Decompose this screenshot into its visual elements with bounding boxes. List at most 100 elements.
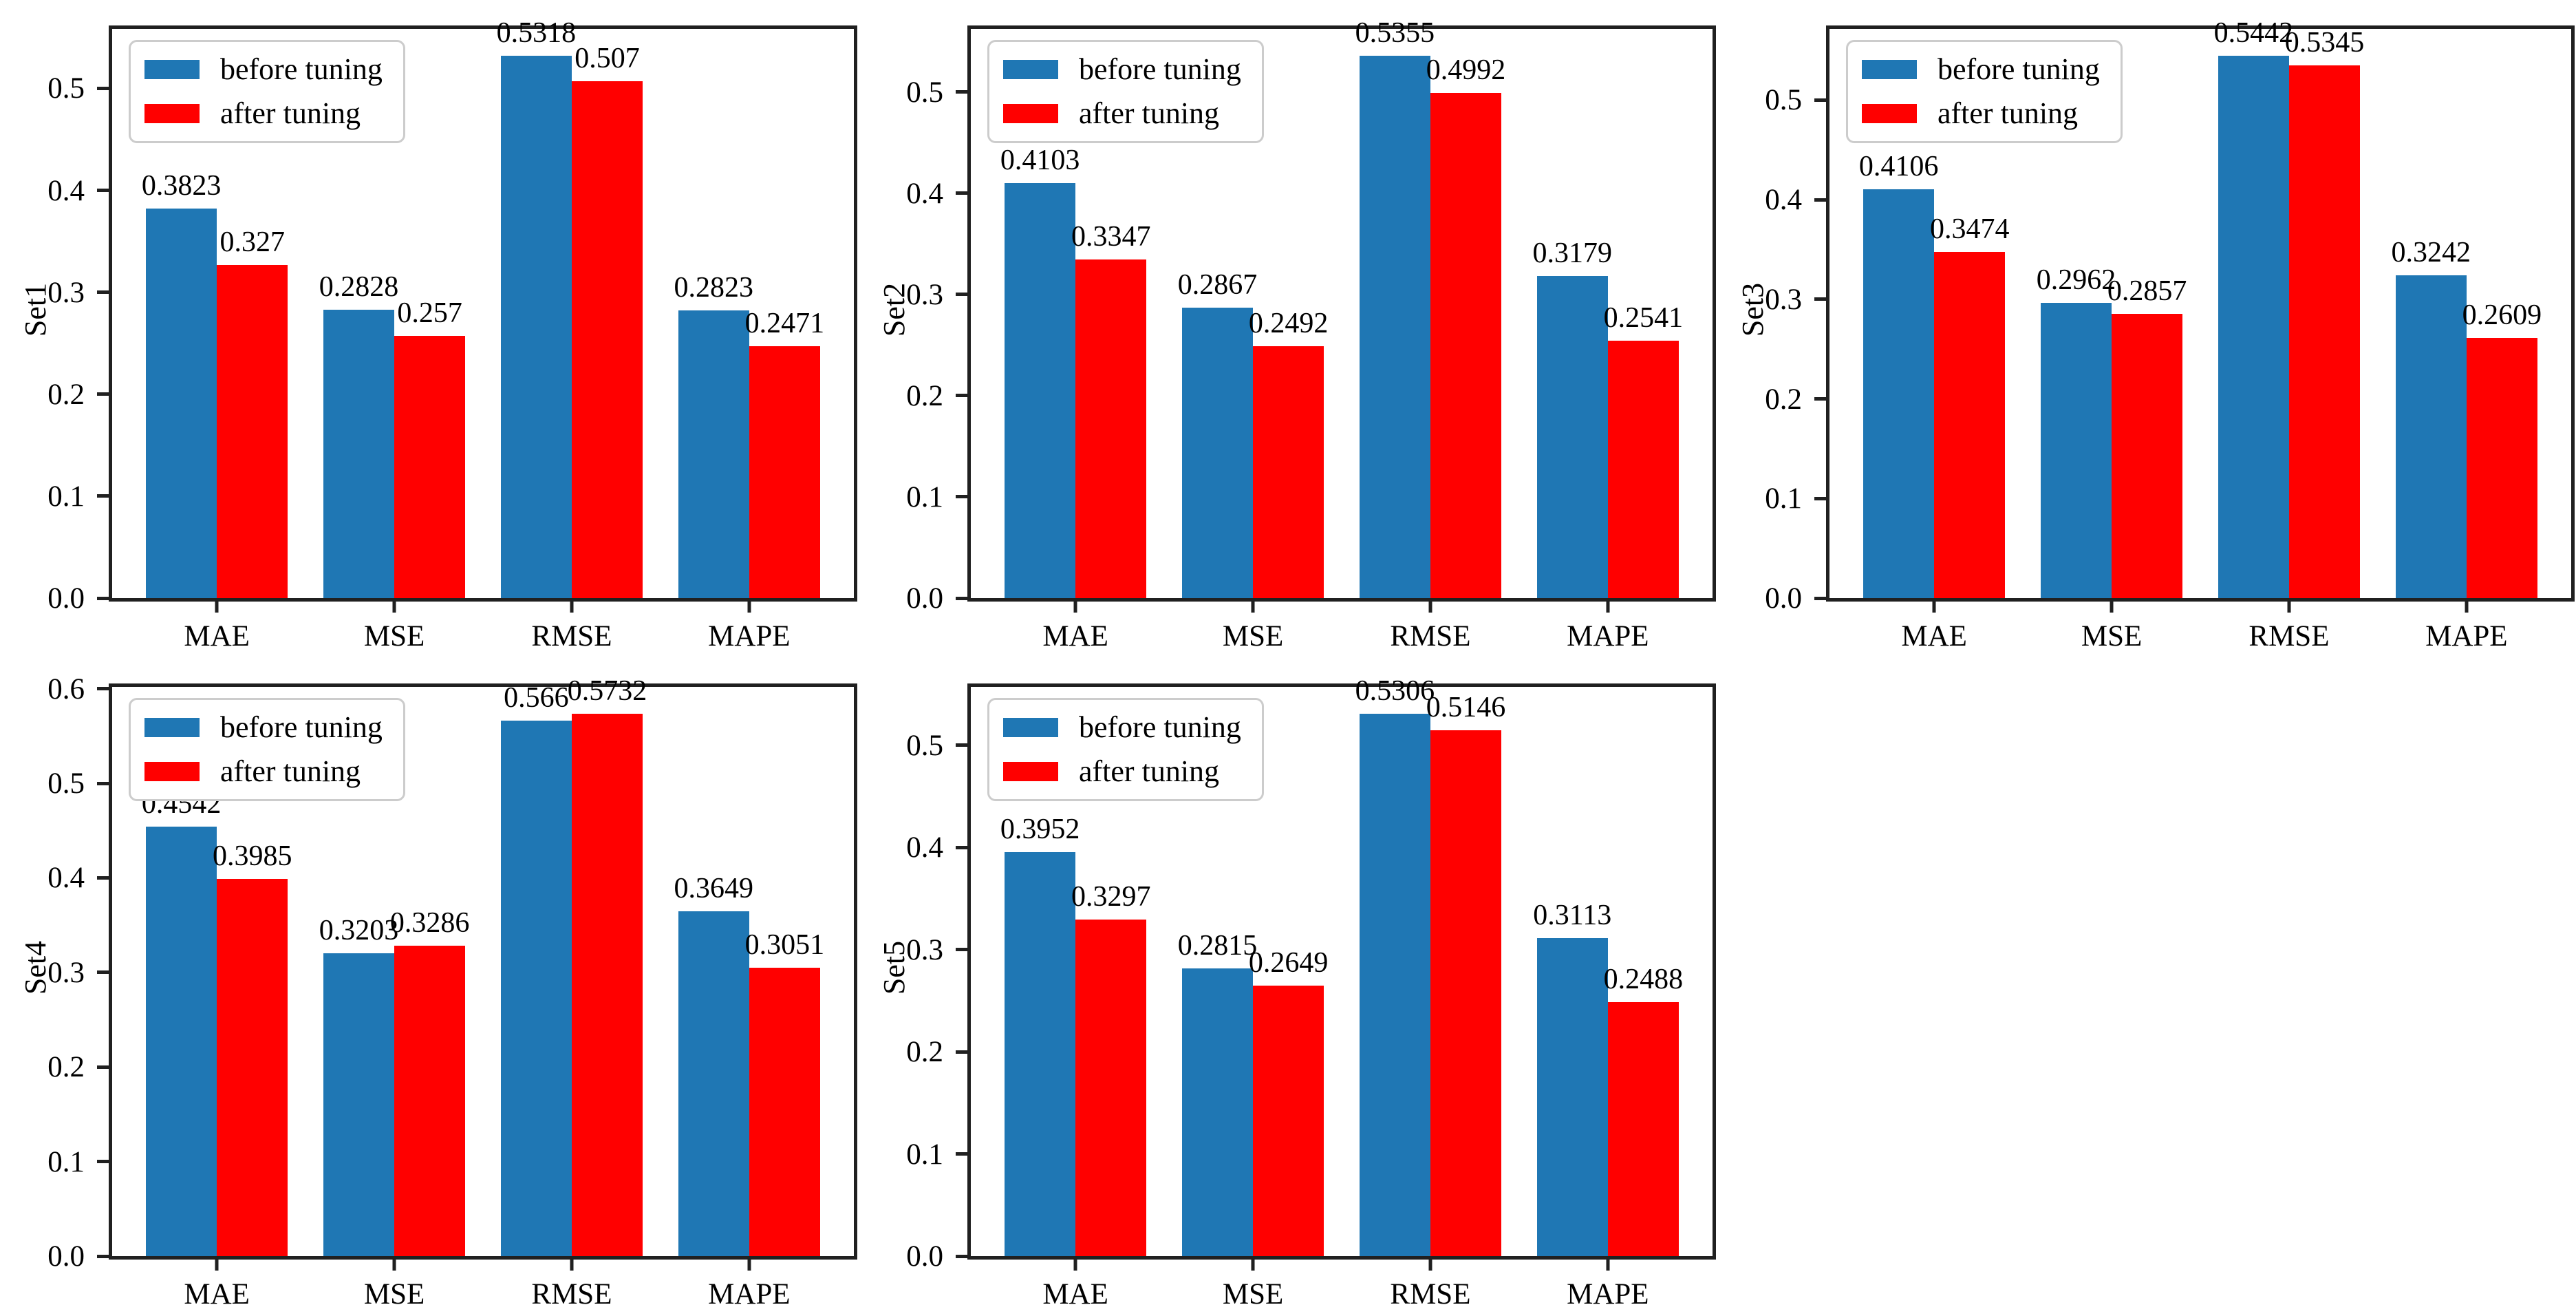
bar-after-tuning-mse [2112,313,2183,598]
y-tick-label: 0.6 [47,672,85,705]
x-tick-label-mse: MSE [1222,1278,1284,1310]
legend: before tuning after tuning [987,698,1264,801]
x-tick-label-mse: MSE [2081,620,2143,652]
after-tuning-swatch [144,104,200,123]
y-tick [1814,397,1826,401]
bar-value-label: 0.2541 [1603,302,1684,335]
x-tick-label-mae: MAE [1042,1278,1108,1310]
bar-before-tuning-mae [146,208,217,598]
y-tick-label: 0.5 [906,76,943,109]
y-tick [97,290,109,295]
legend-label: before tuning [220,710,383,744]
legend-item-after-tuning: after tuning [144,756,383,787]
bar-before-tuning-rmse [1359,714,1430,1256]
subplot-set2: Set2 0.0 0.1 0.2 0.3 0.4 0.5 MAE 0.4103 0.3347 MSE… [859,0,1717,658]
y-tick-label: 0.0 [47,582,85,615]
plot-area-set4: 0.0 0.1 0.2 0.3 0.4 0.5 0.6 MAE 0.4542 0.3985 MSE 0… [47,675,857,1309]
bar-value-label: 0.4992 [1426,54,1506,86]
y-tick-label: 0.4 [906,831,943,864]
legend-label: after tuning [220,96,361,130]
y-tick-label: 0.2 [47,378,85,411]
x-tick [1428,1260,1432,1271]
x-tick [1606,602,1610,613]
bar-value-label: 0.5732 [567,675,647,708]
x-tick [747,1260,751,1271]
bar-after-tuning-mae [1934,252,2006,598]
bar-after-tuning-rmse [571,81,643,598]
bar-after-tuning-mse [394,945,466,1256]
legend-item-before-tuning: before tuning [1862,54,2100,85]
y-tick [97,596,109,600]
legend-label: before tuning [1938,52,2100,86]
after-tuning-swatch [1003,762,1058,781]
bar-before-tuning-rmse [1359,56,1430,598]
x-tick [747,602,751,613]
y-tick [97,781,109,785]
bar-value-label: 0.327 [219,226,285,258]
y-tick-label: 0.1 [1765,482,1802,516]
x-tick-label-mae: MAE [1901,620,1967,652]
legend-label: before tuning [1079,52,1241,86]
y-tick-label: 0.2 [906,379,943,412]
before-tuning-swatch [144,60,200,79]
legend-item-before-tuning: before tuning [1003,712,1241,743]
y-tick-label: 0.0 [47,1240,85,1273]
y-tick [97,494,109,498]
y-tick [97,875,109,880]
y-tick-label: 0.1 [47,480,85,513]
after-tuning-swatch [1862,104,1917,123]
x-tick-label-rmse: RMSE [531,620,612,652]
y-tick-label: 0.3 [906,933,943,966]
y-tick [97,1065,109,1069]
bar-after-tuning-mae [1075,919,1147,1256]
y-tick [956,293,967,297]
y-tick [956,90,967,94]
y-tick [956,394,967,398]
bar-after-tuning-rmse [571,714,643,1256]
y-tick [956,1152,967,1156]
x-tick [2465,602,2469,613]
y-tick [97,1160,109,1164]
bar-value-label: 0.3242 [2391,236,2471,268]
bar-value-label: 0.5442 [2213,17,2294,50]
x-tick [1251,1260,1255,1271]
y-tick-label: 0.5 [906,729,943,762]
bar-after-tuning-mape [1607,341,1679,598]
plot-area-set1: 0.0 0.1 0.2 0.3 0.4 0.5 MAE 0.3823 0.327 MSE 0.282… [47,19,857,651]
bar-before-tuning-rmse [2218,56,2289,598]
bar-value-label: 0.2857 [2107,275,2187,307]
bar-before-tuning-rmse [500,56,572,598]
bar-value-label: 0.3286 [389,906,470,939]
plot-area-set2: 0.0 0.1 0.2 0.3 0.4 0.5 MAE 0.4103 0.3347 MSE 0.28… [906,19,1716,651]
x-tick-label-mape: MAPE [708,620,791,652]
after-tuning-swatch [1003,104,1058,123]
x-tick-label-mse: MSE [363,620,425,652]
subplot-set3: Set3 0.0 0.1 0.2 0.3 0.4 0.5 MAE 0.4106 0.3474 MSE… [1717,0,2576,658]
bar-after-tuning-mae [217,879,288,1256]
y-tick [956,495,967,499]
x-tick-label-rmse: RMSE [1390,620,1471,652]
bar-value-label: 0.2649 [1248,946,1329,979]
y-tick [1814,496,1826,500]
x-tick-label-rmse: RMSE [1390,1278,1471,1310]
legend-item-before-tuning: before tuning [144,54,383,85]
bar-after-tuning-rmse [2288,65,2361,598]
bar-value-label: 0.5345 [2284,27,2365,59]
y-tick-label: 0.3 [906,278,943,311]
after-tuning-swatch [144,762,200,781]
y-tick-label: 0.0 [906,582,943,615]
legend: before tuning after tuning [129,40,405,143]
legend-label: before tuning [220,52,383,86]
bar-before-tuning-mse [2040,303,2112,598]
bar-value-label: 0.257 [397,297,462,330]
bar-before-tuning-mse [1181,968,1254,1256]
plot-area-set3: 0.0 0.1 0.2 0.3 0.4 0.5 MAE 0.4106 0.3474 MSE 0.29… [1765,19,2575,651]
bar-before-tuning-rmse [500,721,572,1256]
bar-after-tuning-rmse [1430,730,1502,1256]
bar-value-label: 0.3203 [319,914,399,946]
before-tuning-swatch [1003,718,1058,737]
y-tick-label: 0.1 [906,1138,943,1171]
y-tick-label: 0.3 [47,276,85,309]
x-tick [392,602,396,613]
x-tick-label-mae: MAE [1042,620,1108,652]
